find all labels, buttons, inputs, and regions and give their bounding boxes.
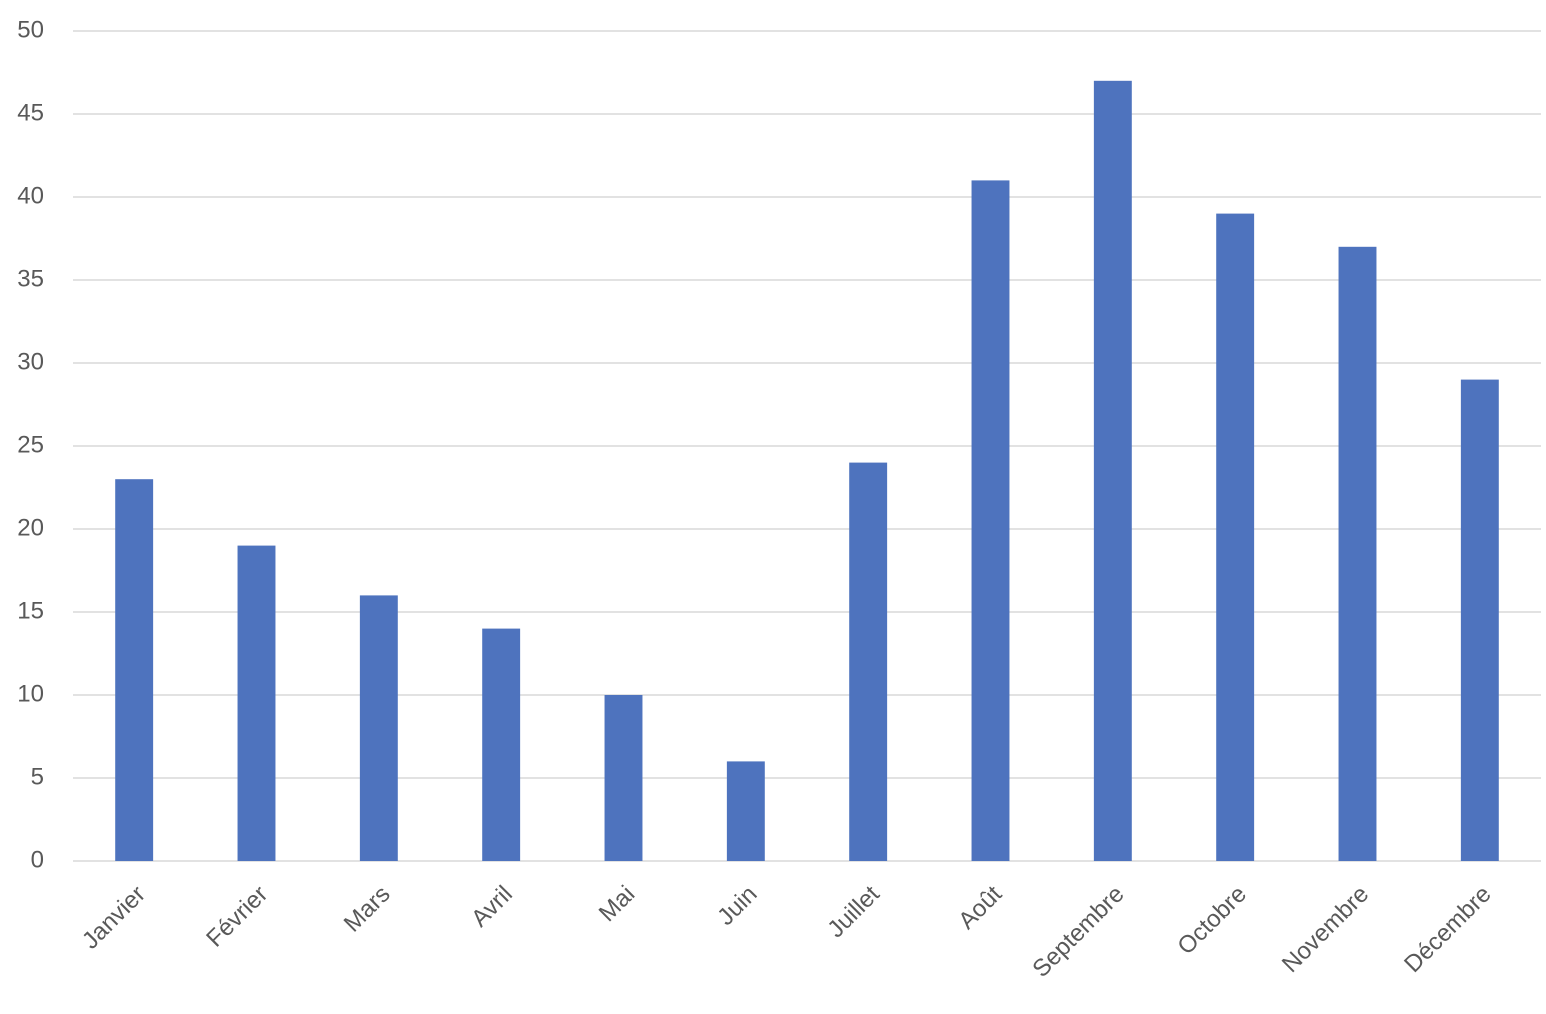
x-tick-label: Février bbox=[201, 881, 273, 953]
x-tick-label: Octobre bbox=[1172, 881, 1251, 960]
bar bbox=[482, 628, 521, 861]
bar bbox=[1338, 246, 1377, 862]
y-tick-label: 35 bbox=[17, 265, 44, 292]
x-tick-label: Juin bbox=[712, 881, 762, 931]
bar bbox=[115, 479, 154, 861]
bar bbox=[1093, 80, 1132, 862]
x-tick-label: Décembre bbox=[1399, 881, 1496, 978]
y-tick-label: 20 bbox=[17, 514, 44, 541]
bar bbox=[1216, 213, 1255, 862]
x-tick-label: Septembre bbox=[1027, 881, 1129, 983]
x-tick-label: Novembre bbox=[1277, 881, 1374, 978]
y-tick-label: 30 bbox=[17, 348, 44, 375]
x-tick-label: Janvier bbox=[77, 881, 151, 955]
bar bbox=[726, 761, 765, 861]
y-tick-label: 15 bbox=[17, 597, 44, 624]
bar bbox=[1460, 379, 1499, 861]
bar bbox=[237, 545, 276, 861]
bar bbox=[971, 180, 1010, 861]
y-tick-label: 5 bbox=[31, 763, 44, 790]
y-tick-label: 0 bbox=[31, 846, 44, 873]
x-tick-label: Mai bbox=[594, 881, 640, 927]
x-tick-label: Mars bbox=[339, 881, 396, 938]
x-tick-label: Avril bbox=[466, 881, 518, 933]
y-tick-label: 40 bbox=[17, 182, 44, 209]
bar bbox=[604, 695, 643, 861]
y-tick-label: 25 bbox=[17, 431, 44, 458]
y-tick-label: 45 bbox=[17, 99, 44, 126]
bar bbox=[359, 595, 398, 861]
x-tick-label: Août bbox=[953, 880, 1007, 934]
y-tick-label: 10 bbox=[17, 680, 44, 707]
y-tick-label: 50 bbox=[17, 16, 44, 43]
bar bbox=[849, 462, 888, 861]
x-tick-label: Juillet bbox=[822, 880, 885, 943]
